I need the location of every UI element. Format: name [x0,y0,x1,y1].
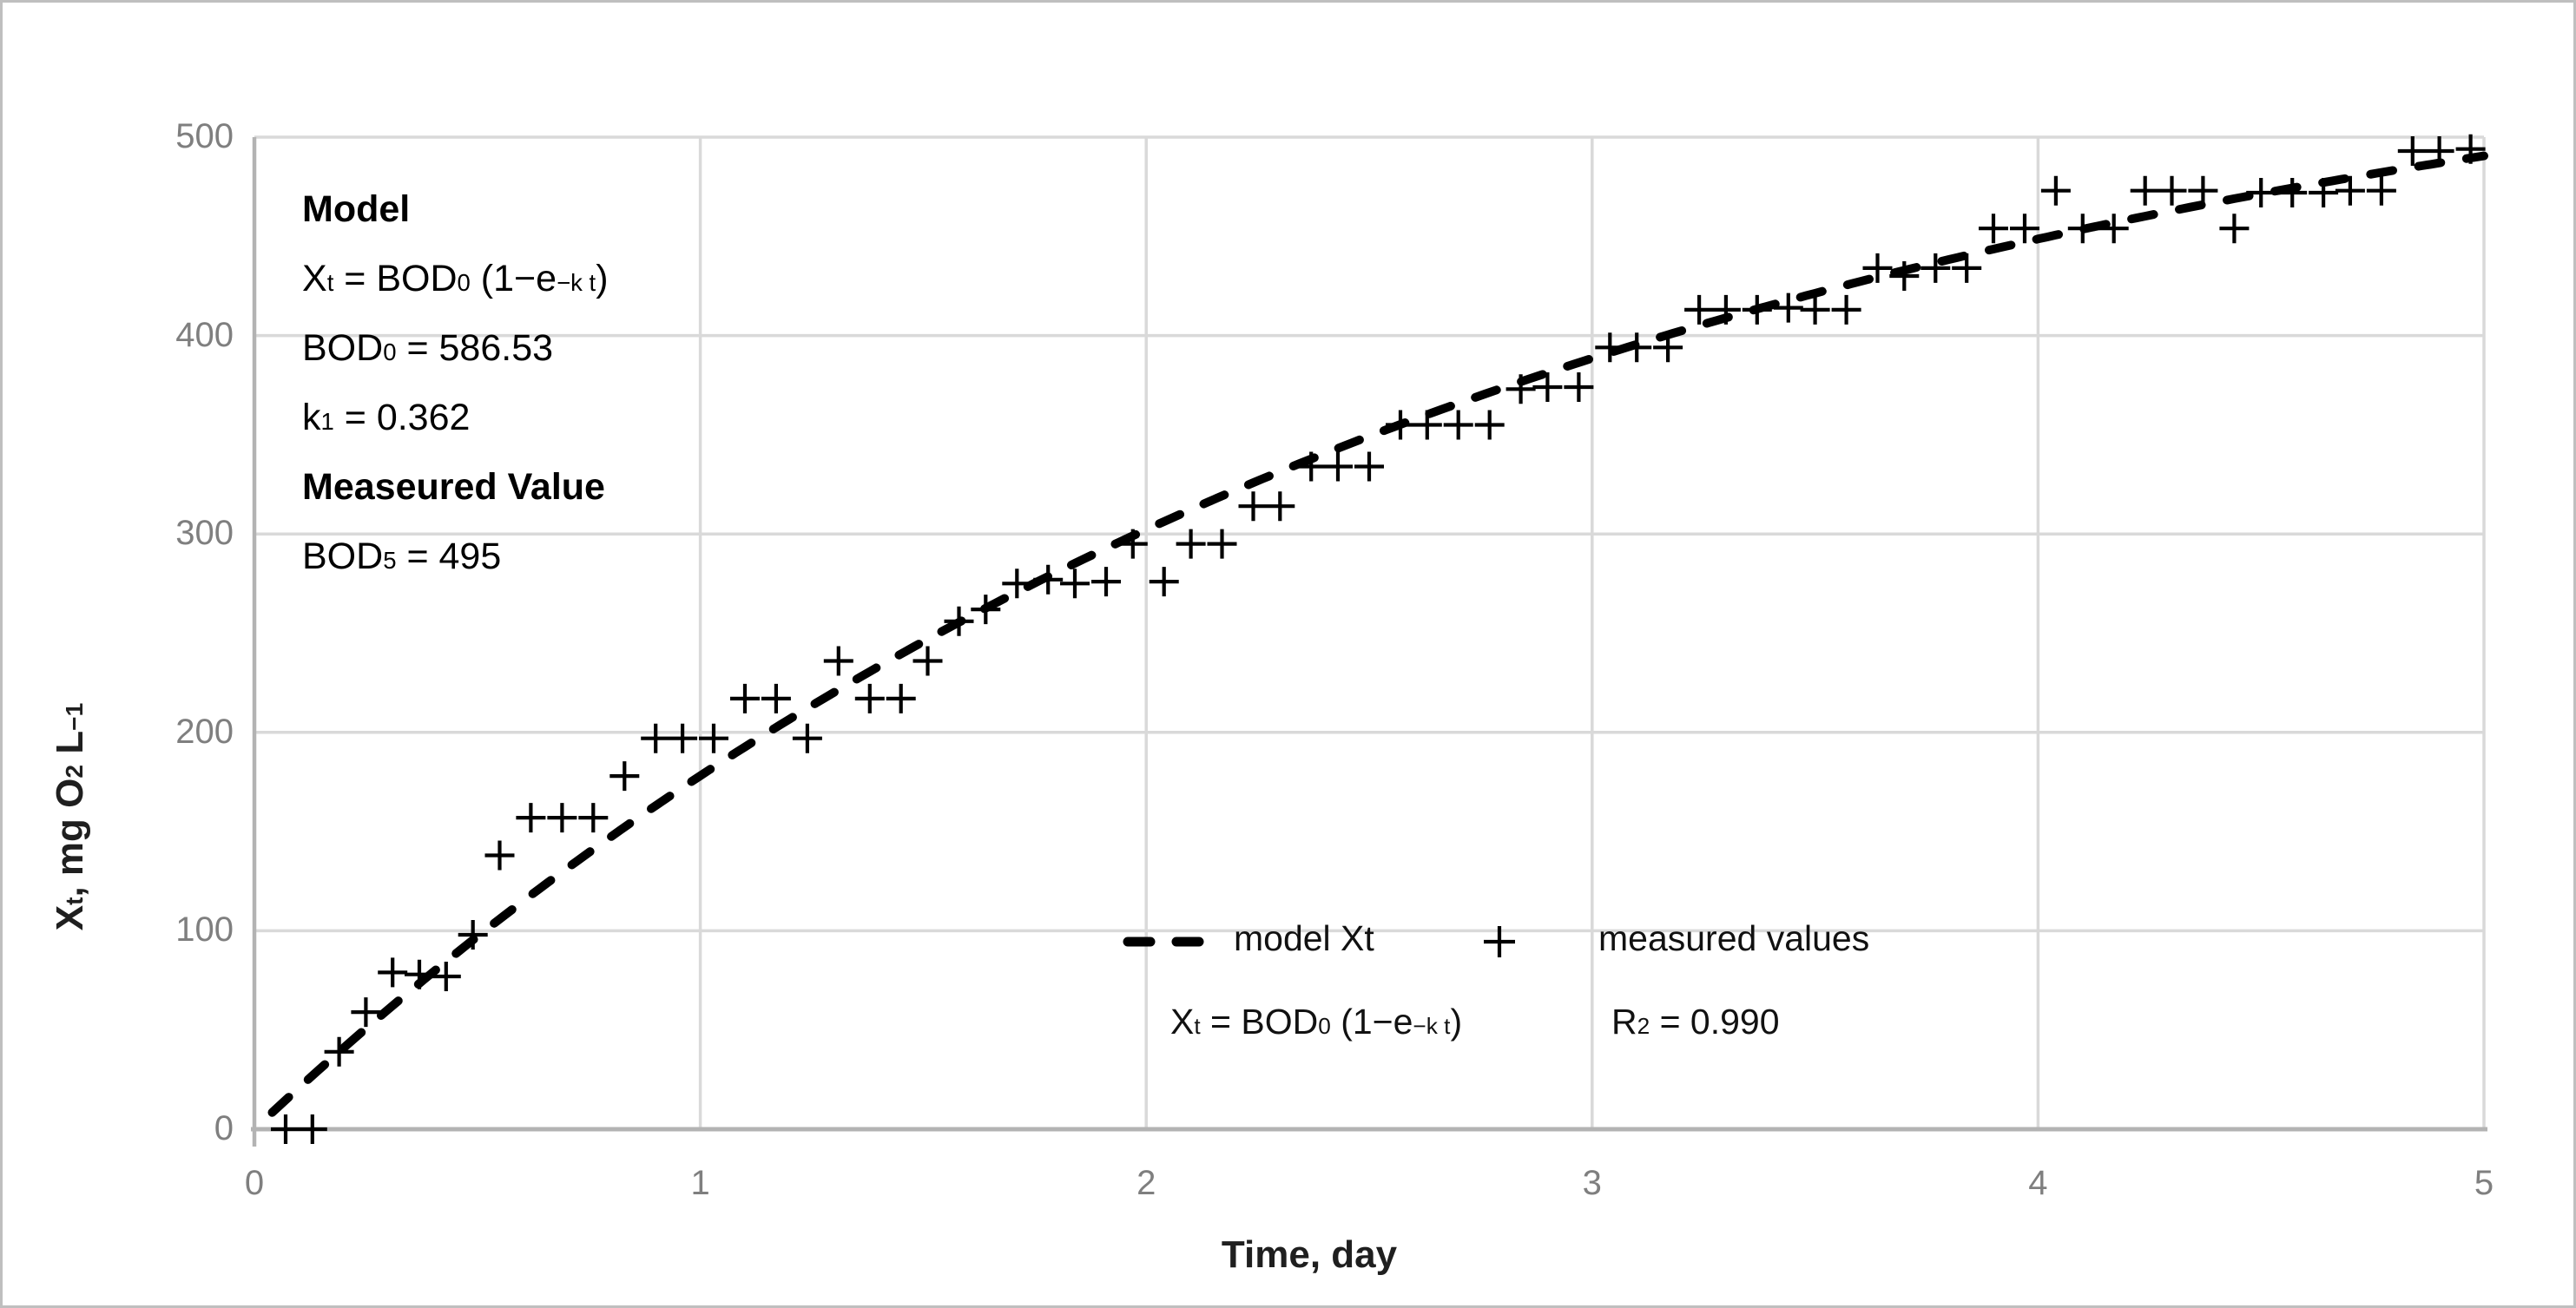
x-tick-label: 4 [2028,1164,2048,1202]
y-tick-label: 200 [175,712,234,751]
legend-model-label: model Xt [1234,918,1374,958]
x-tick-label: 3 [1582,1164,1602,1202]
annotation-equation: Xt = BOD0 (1−e−k t) [302,258,609,299]
annotation-measured-header: Measeured Value [302,466,605,508]
legend-equation: Xt = BOD0 (1−e−k t) [1170,1002,1463,1042]
y-tick-label: 500 [175,117,234,155]
y-tick-label: 100 [175,910,234,950]
plus-marker-icon [1484,926,1515,957]
x-tick-label: 0 [244,1164,265,1202]
model-annotation: Model Xt = BOD0 (1−e−k t) BOD0 = 586.53 … [302,174,609,591]
legend-r-squared: R2 = 0.990 [1611,1002,1780,1042]
x-tick-label: 5 [2474,1164,2494,1202]
annotation-bod5: BOD5 = 495 [302,536,502,577]
legend-measured-label: measured values [1598,918,1870,958]
model-dash-icon [1123,937,1208,947]
x-axis-title: Time, day [1221,1233,1398,1276]
y-tick-label: 400 [175,315,234,354]
x-tick-label: 1 [690,1164,710,1202]
y-tick-label: 0 [214,1109,234,1147]
measured-points [271,134,2486,1144]
annotation-k1: k1 = 0.362 [302,397,471,438]
x-tick-label: 2 [1136,1164,1156,1202]
annotation-bod0: BOD0 = 586.53 [302,327,554,369]
y-tick-label: 300 [175,514,234,553]
plot-area [251,134,2488,1147]
annotation-model-header: Model [302,188,411,230]
